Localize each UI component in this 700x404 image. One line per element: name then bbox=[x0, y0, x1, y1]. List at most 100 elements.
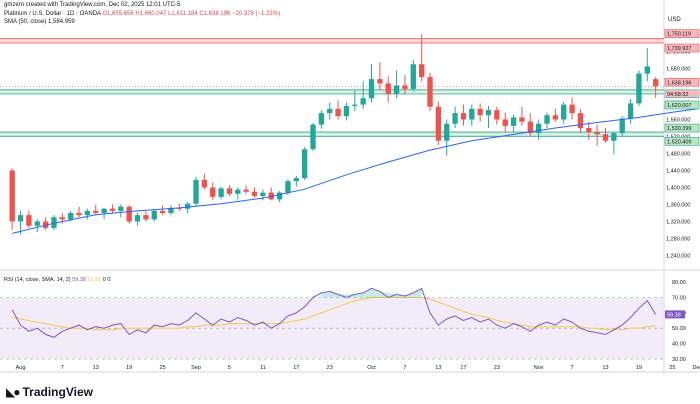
time-tick-label: 7 bbox=[571, 365, 574, 371]
price-tick-label: 1,240.000 bbox=[666, 254, 690, 260]
time-tick-label: 23 bbox=[494, 365, 500, 371]
tradingview-logo[interactable]: ◣● TradingView bbox=[6, 385, 93, 399]
candle-body bbox=[184, 203, 191, 209]
candle-body bbox=[84, 210, 91, 216]
candle-body bbox=[619, 118, 625, 134]
candle-body bbox=[444, 123, 450, 141]
candle-body bbox=[652, 79, 659, 87]
price-tick-label: 1,280.000 bbox=[666, 237, 690, 243]
candle-body bbox=[535, 123, 542, 134]
price-tick-label: 1,320.000 bbox=[666, 220, 690, 226]
sr-zone bbox=[0, 38, 664, 44]
time-tick-label: 17 bbox=[293, 365, 299, 371]
candle-body bbox=[552, 115, 559, 120]
rsi-ma-line bbox=[12, 297, 656, 331]
time-tick-label: Oct bbox=[367, 365, 376, 371]
time-tick-label: 13 bbox=[435, 365, 441, 371]
candle-body bbox=[218, 188, 224, 197]
rsi-tick-label: 70.00 bbox=[672, 296, 686, 302]
candle-body bbox=[68, 213, 74, 220]
candle-body bbox=[477, 108, 483, 116]
candle-body bbox=[485, 110, 492, 116]
candle-body bbox=[502, 119, 508, 126]
candle-body bbox=[368, 79, 375, 99]
candle-body bbox=[377, 79, 383, 84]
countdown-badge bbox=[665, 90, 699, 98]
candle-body bbox=[602, 134, 609, 141]
candle-body bbox=[134, 215, 141, 222]
candle-body bbox=[352, 104, 358, 106]
price-tick-label: 1,440.000 bbox=[666, 169, 690, 175]
time-tick-label: 13 bbox=[602, 365, 608, 371]
rsi-line bbox=[11, 287, 657, 338]
symbol-name: Platinum / U.S. Dollar · 1D · OANDA bbox=[4, 11, 101, 17]
candle-body bbox=[594, 132, 600, 135]
price-tick-label: 1,680.000 bbox=[666, 67, 690, 73]
candle-body bbox=[544, 115, 550, 124]
candle-body bbox=[210, 187, 216, 197]
time-tick-label: 19 bbox=[126, 365, 132, 371]
time-tick-label: 25 bbox=[669, 365, 675, 371]
candle-body bbox=[393, 85, 400, 94]
candle-body bbox=[201, 179, 208, 188]
rsi-tick-label: 80.00 bbox=[672, 280, 686, 286]
candle-body bbox=[101, 208, 107, 213]
candle-body bbox=[193, 179, 199, 204]
price-badge-label: 1,750.119 bbox=[667, 32, 691, 38]
candle-body bbox=[109, 208, 116, 211]
candle-body bbox=[435, 106, 442, 141]
chart-credit: gmzern created with TradingView.com, Dec… bbox=[4, 2, 181, 8]
time-tick-label: Nov bbox=[534, 365, 544, 371]
brand-name: TradingView bbox=[22, 385, 93, 399]
price-tick-label: 1,480.000 bbox=[666, 152, 690, 158]
candle-body bbox=[293, 178, 299, 182]
price-badge-label: 1,638.196 bbox=[667, 80, 691, 86]
time-tick-label: 11 bbox=[260, 365, 266, 371]
candle-body bbox=[494, 110, 500, 120]
candle-body bbox=[285, 181, 291, 193]
candle-body bbox=[276, 192, 283, 200]
candle-body bbox=[301, 149, 308, 179]
price-tick-label: 1,720.000 bbox=[666, 50, 690, 56]
time-tick-label: Sep bbox=[191, 365, 201, 371]
candle-body bbox=[402, 85, 408, 89]
candle-body bbox=[9, 170, 15, 222]
price-tick-label: 1,360.000 bbox=[666, 203, 690, 209]
time-tick-label: 25 bbox=[160, 365, 166, 371]
candle-body bbox=[460, 113, 467, 120]
candle-body bbox=[235, 189, 241, 194]
candle-body bbox=[611, 133, 617, 141]
price-badge-label: 1,530.399 bbox=[667, 126, 691, 132]
candle-body bbox=[343, 105, 350, 117]
price-tick-label: 1,400.000 bbox=[666, 186, 690, 192]
time-tick-label: Aug bbox=[16, 365, 26, 371]
price-badge bbox=[664, 137, 700, 146]
rsi-tick-label: 30.00 bbox=[672, 357, 686, 363]
sr-zone bbox=[0, 132, 664, 137]
rsi-extra-values: 0 0 bbox=[102, 277, 111, 283]
candle-body bbox=[327, 108, 333, 114]
candle-body bbox=[159, 210, 166, 213]
candle-body bbox=[385, 83, 391, 94]
candle-body bbox=[318, 113, 325, 125]
symbol-legend: Platinum / U.S. Dollar · 1D · OANDA O1,6… bbox=[4, 11, 280, 17]
candle-body bbox=[226, 188, 233, 194]
candle-body bbox=[410, 64, 416, 89]
time-tick-label: 5 bbox=[228, 365, 231, 371]
price-badge-label: 1,520.409 bbox=[667, 139, 691, 145]
rsi-legend-label: RSI (14, close, SMA, 14, 2) bbox=[4, 277, 71, 283]
candle-body bbox=[251, 191, 258, 196]
currency-label: USD bbox=[668, 17, 681, 23]
candle-body bbox=[519, 117, 525, 122]
time-tick-label: Dec bbox=[693, 365, 700, 371]
candle-body bbox=[143, 215, 149, 220]
candle-body bbox=[243, 189, 249, 192]
candle-body bbox=[636, 73, 642, 104]
sma-50-line bbox=[12, 108, 698, 234]
candle-body bbox=[586, 128, 592, 133]
rsi-value-badge-label: 59.38 bbox=[667, 312, 681, 318]
time-tick-label: 19 bbox=[636, 365, 642, 371]
tradingview-logo-icon: ◣● bbox=[6, 385, 21, 399]
candle-body bbox=[627, 103, 634, 119]
